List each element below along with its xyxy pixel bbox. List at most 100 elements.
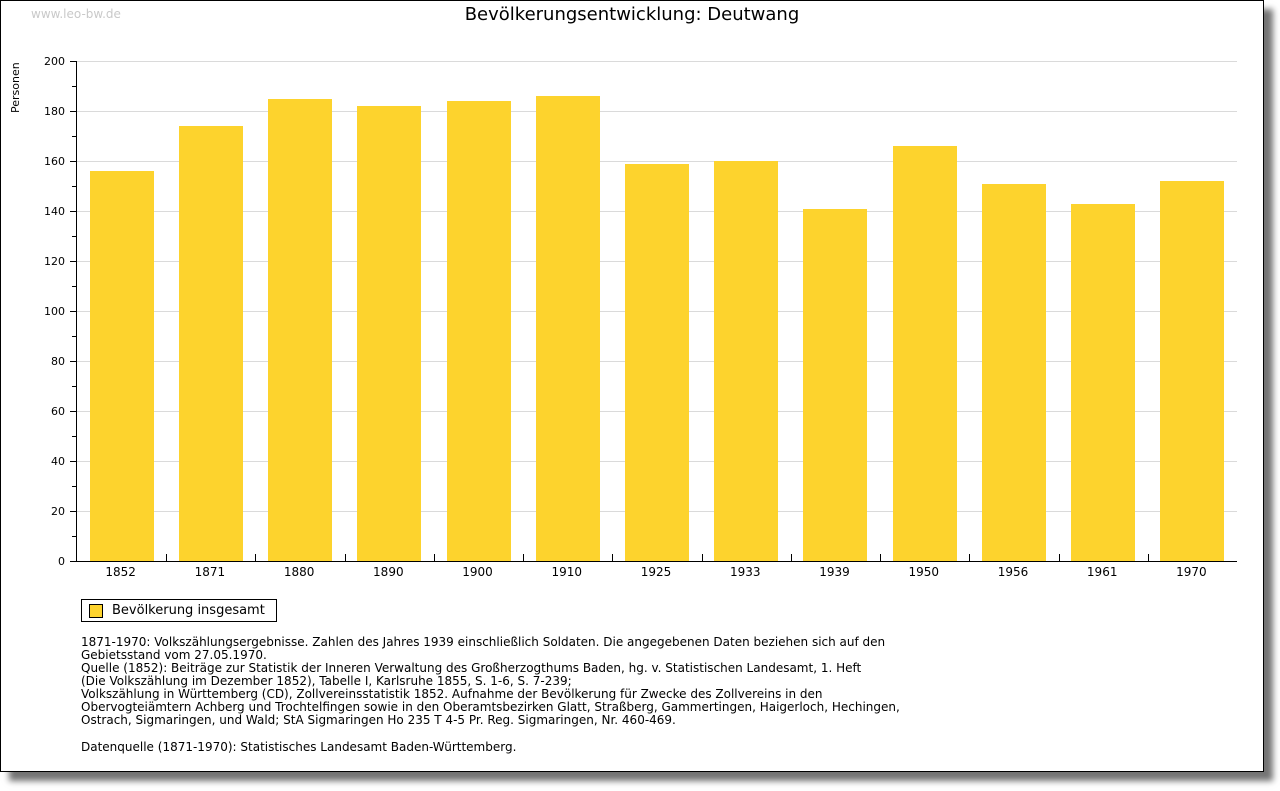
x-tick-label: 1925 — [640, 565, 672, 579]
x-tick-label: 1933 — [729, 565, 761, 579]
bar-slot-1956 — [969, 61, 1058, 561]
watermark: www.leo-bw.de — [31, 7, 121, 21]
x-axis-minor-tick — [523, 554, 525, 561]
y-axis-tick — [70, 311, 76, 312]
y-tick-label: 120 — [44, 255, 65, 268]
x-tick-label: 1871 — [194, 565, 226, 579]
x-axis-tick-labels: 1852 1871 1880 1890 1900 1910 1925 1933 1939 1950… — [76, 565, 1236, 579]
x-axis-minor-tick — [880, 554, 882, 561]
bar-1961 — [1071, 203, 1136, 561]
x-tick-label: 1961 — [1086, 565, 1118, 579]
x-axis-minor-tick — [790, 554, 792, 561]
x-axis-minor-tick — [433, 554, 435, 561]
x-tick-label: 1970 — [1176, 565, 1207, 579]
x-tick-label: 1890 — [373, 565, 404, 579]
x-axis-minor-tick — [1058, 554, 1060, 561]
footnote-line: Volkszählung in Württemberg (CD), Zollve… — [81, 687, 823, 701]
y-tick-label: 100 — [44, 305, 65, 318]
bar-slot-1910 — [523, 61, 612, 561]
footnote-line: Quelle (1852): Beiträge zur Statistik de… — [81, 661, 862, 675]
bar-slot-1871 — [166, 61, 255, 561]
y-tick-label: 20 — [51, 505, 65, 518]
y-axis-tick — [72, 336, 76, 337]
x-axis-minor-tick — [166, 554, 168, 561]
gridline — [77, 161, 1237, 162]
y-axis-tick — [70, 511, 76, 512]
x-axis-minor-tick — [1147, 554, 1149, 561]
legend-label: Bevölkerung insgesamt — [112, 603, 265, 618]
bar-slot-1933 — [702, 61, 791, 561]
bar-slot-1925 — [612, 61, 701, 561]
bar-slot-1900 — [434, 61, 523, 561]
y-axis-tick — [72, 186, 76, 187]
footnote-line: (Die Volkszählung im Dezember 1852), Tab… — [81, 674, 572, 688]
footnote-line: Obervogteiämtern Achberg und Trochtelfin… — [81, 700, 900, 714]
bar-slot-1961 — [1059, 61, 1148, 561]
y-axis-tick-labels: 0 20 40 60 80 100 120 140 160 180 200 — [29, 55, 65, 568]
y-tick-label: 60 — [51, 405, 65, 418]
y-axis-tick — [70, 261, 76, 262]
y-axis-tick — [70, 411, 76, 412]
y-tick-label: 0 — [58, 555, 65, 568]
y-axis-tick — [72, 286, 76, 287]
bar-slot-1880 — [255, 61, 344, 561]
chart-title: Bevölkerungsentwicklung: Deutwang — [464, 4, 800, 25]
bar-slot-1890 — [345, 61, 434, 561]
x-axis-minor-tick — [969, 554, 971, 561]
bar-1950 — [892, 146, 957, 561]
y-axis-tick — [70, 561, 76, 562]
y-axis-tick — [72, 436, 76, 437]
bar-slot-1852 — [77, 61, 166, 561]
y-tick-label: 180 — [44, 105, 65, 118]
legend-swatch — [89, 603, 103, 618]
bar-1970 — [1160, 181, 1225, 561]
y-axis-tick — [72, 236, 76, 237]
y-axis-tick — [70, 61, 76, 62]
x-tick-label: 1939 — [819, 565, 850, 579]
bar-series — [77, 61, 1237, 561]
footnotes: 1871-1970: Volkszählungsergebnisse. Zahl… — [81, 636, 941, 727]
x-tick-label: 1852 — [105, 565, 136, 579]
gridline — [77, 61, 1237, 62]
bar-slot-1939 — [791, 61, 880, 561]
footnote-line: Ostrach, Sigmaringen, und Wald; StA Sigm… — [81, 713, 676, 727]
bar-1852 — [89, 171, 154, 561]
y-axis-tick — [70, 161, 76, 162]
bar-1900 — [446, 101, 511, 561]
bar-slot-1950 — [880, 61, 969, 561]
bar-1939 — [803, 208, 868, 561]
bar-1890 — [357, 106, 422, 561]
bar-1925 — [625, 163, 690, 561]
footnote-line: 1871-1970: Volkszählungsergebnisse. Zahl… — [81, 635, 886, 649]
y-axis-tick — [70, 361, 76, 362]
x-tick-label: 1900 — [462, 565, 493, 579]
y-tick-label: 40 — [51, 455, 65, 468]
data-source-line: Datenquelle (1871-1970): Statistisches L… — [81, 740, 517, 754]
y-tick-label: 80 — [51, 355, 65, 368]
y-axis-tick — [72, 136, 76, 137]
y-axis-tick — [72, 486, 76, 487]
y-axis-tick — [70, 111, 76, 112]
y-axis-tick — [72, 86, 76, 87]
bar-1910 — [535, 96, 600, 561]
y-axis-label: Personen — [9, 62, 22, 113]
chart-page: www.leo-bw.de Bevölkerungsentwicklung: D… — [0, 0, 1264, 772]
x-tick-label: 1880 — [283, 565, 315, 579]
x-axis-minor-tick — [612, 554, 614, 561]
y-tick-label: 160 — [44, 155, 65, 168]
y-tick-label: 200 — [44, 55, 65, 68]
gridline — [77, 111, 1237, 112]
plot-area — [76, 61, 1237, 562]
bar-1880 — [268, 98, 333, 561]
bar-1871 — [178, 126, 243, 561]
x-axis-minor-tick — [344, 554, 346, 561]
y-tick-label: 140 — [44, 205, 65, 218]
bar-slot-1970 — [1148, 61, 1237, 561]
bar-1956 — [981, 183, 1046, 561]
y-axis-tick — [72, 536, 76, 537]
bar-1933 — [714, 161, 779, 561]
y-axis-tick — [72, 386, 76, 387]
x-axis-minor-tick — [255, 554, 257, 561]
y-axis-tick — [70, 461, 76, 462]
y-axis-tick — [70, 211, 76, 212]
